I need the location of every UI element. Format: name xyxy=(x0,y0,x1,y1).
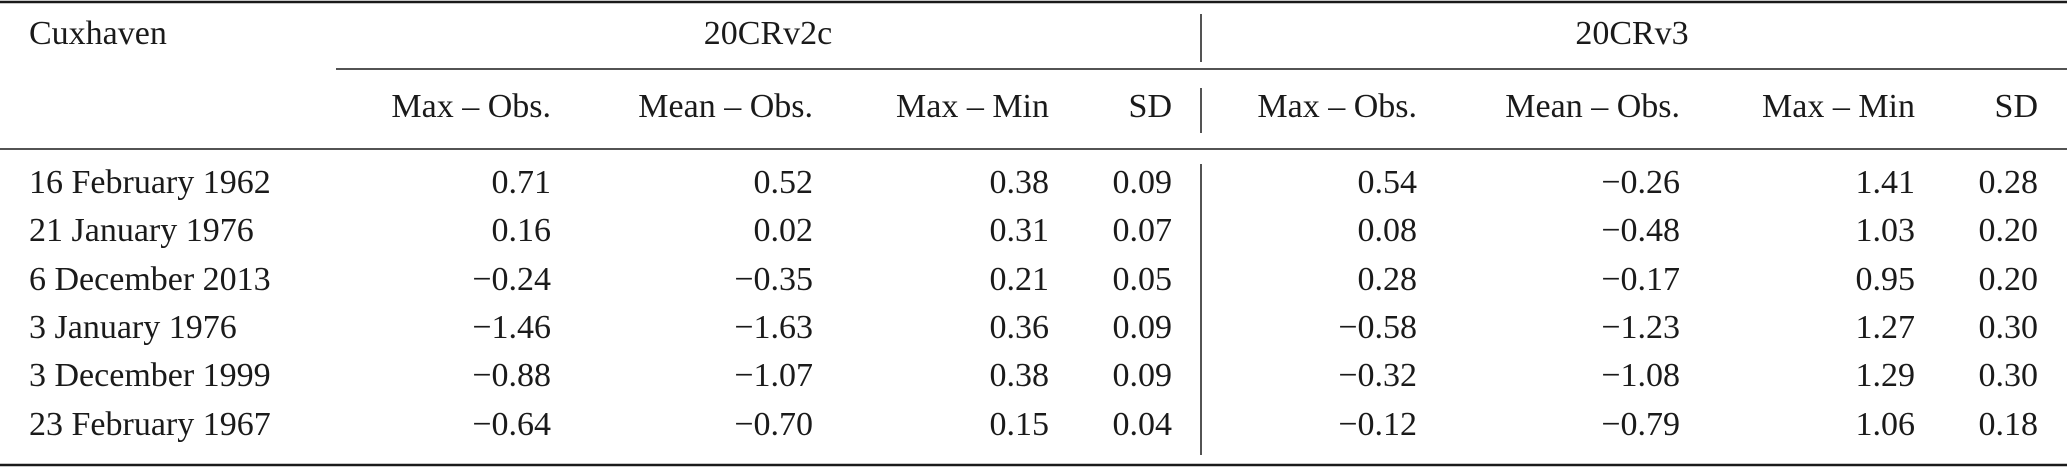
cell: −1.07 xyxy=(734,357,813,394)
cell: 0.05 xyxy=(1113,261,1173,298)
cell: 1.03 xyxy=(1856,212,1916,249)
cell: 0.52 xyxy=(754,164,814,201)
cell: −1.63 xyxy=(734,309,813,346)
group-header: 20CRv2c xyxy=(704,15,832,52)
cell: 1.06 xyxy=(1856,406,1916,443)
cell: 0.09 xyxy=(1113,357,1173,394)
cell: 0.21 xyxy=(990,261,1050,298)
cell: −0.24 xyxy=(472,261,551,298)
cell: 0.31 xyxy=(990,212,1050,249)
cell: 0.09 xyxy=(1113,309,1173,346)
cell: 0.28 xyxy=(1358,261,1418,298)
cell: 0.09 xyxy=(1113,164,1173,201)
cell: 0.18 xyxy=(1979,406,2039,443)
cell: −0.26 xyxy=(1601,164,1680,201)
column-header: Mean – Obs. xyxy=(1505,88,1680,125)
row-label: 3 December 1999 xyxy=(29,357,271,394)
cell: 0.07 xyxy=(1113,212,1173,249)
cell: 0.95 xyxy=(1856,261,1916,298)
column-header: Max – Obs. xyxy=(1257,88,1417,125)
cell: −1.46 xyxy=(472,309,551,346)
cell: −0.35 xyxy=(734,261,813,298)
cell: 0.20 xyxy=(1979,261,2039,298)
table-title: Cuxhaven xyxy=(29,15,167,52)
cell: −0.70 xyxy=(734,406,813,443)
cell: −0.48 xyxy=(1601,212,1680,249)
cell: 0.71 xyxy=(492,164,552,201)
cell: 0.38 xyxy=(990,357,1050,394)
cell: 0.36 xyxy=(990,309,1050,346)
row-label: 6 December 2013 xyxy=(29,261,271,298)
cell: 0.20 xyxy=(1979,212,2039,249)
row-label: 3 January 1976 xyxy=(29,309,237,346)
cell: −0.12 xyxy=(1338,406,1417,443)
column-header: Max – Min xyxy=(1762,88,1915,125)
row-label: 16 February 1962 xyxy=(29,164,271,201)
group-header: 20CRv3 xyxy=(1575,15,1688,52)
cell: −0.17 xyxy=(1601,261,1680,298)
column-header: SD xyxy=(1995,88,2038,125)
cell: 0.16 xyxy=(492,212,552,249)
column-header: Max – Min xyxy=(896,88,1049,125)
column-header: Max – Obs. xyxy=(391,88,551,125)
cell: −0.64 xyxy=(472,406,551,443)
cell: 0.38 xyxy=(990,164,1050,201)
column-header: Mean – Obs. xyxy=(638,88,813,125)
cell: 0.30 xyxy=(1979,309,2039,346)
cell: −0.88 xyxy=(472,357,551,394)
cell: 0.15 xyxy=(990,406,1050,443)
cell: 0.08 xyxy=(1358,212,1418,249)
cell: −1.23 xyxy=(1601,309,1680,346)
cell: 0.28 xyxy=(1979,164,2039,201)
cell: −0.79 xyxy=(1601,406,1680,443)
cell: 1.27 xyxy=(1856,309,1916,346)
cell: 0.54 xyxy=(1358,164,1418,201)
cell: 1.41 xyxy=(1856,164,1916,201)
cell: 0.30 xyxy=(1979,357,2039,394)
cell: −0.32 xyxy=(1338,357,1417,394)
cell: −1.08 xyxy=(1601,357,1680,394)
cell: −0.58 xyxy=(1338,309,1417,346)
row-label: 23 February 1967 xyxy=(29,406,271,443)
cell: 1.29 xyxy=(1856,357,1916,394)
row-label: 21 January 1976 xyxy=(29,212,254,249)
cell: 0.04 xyxy=(1113,406,1173,443)
column-header: SD xyxy=(1129,88,1172,125)
cell: 0.02 xyxy=(754,212,814,249)
